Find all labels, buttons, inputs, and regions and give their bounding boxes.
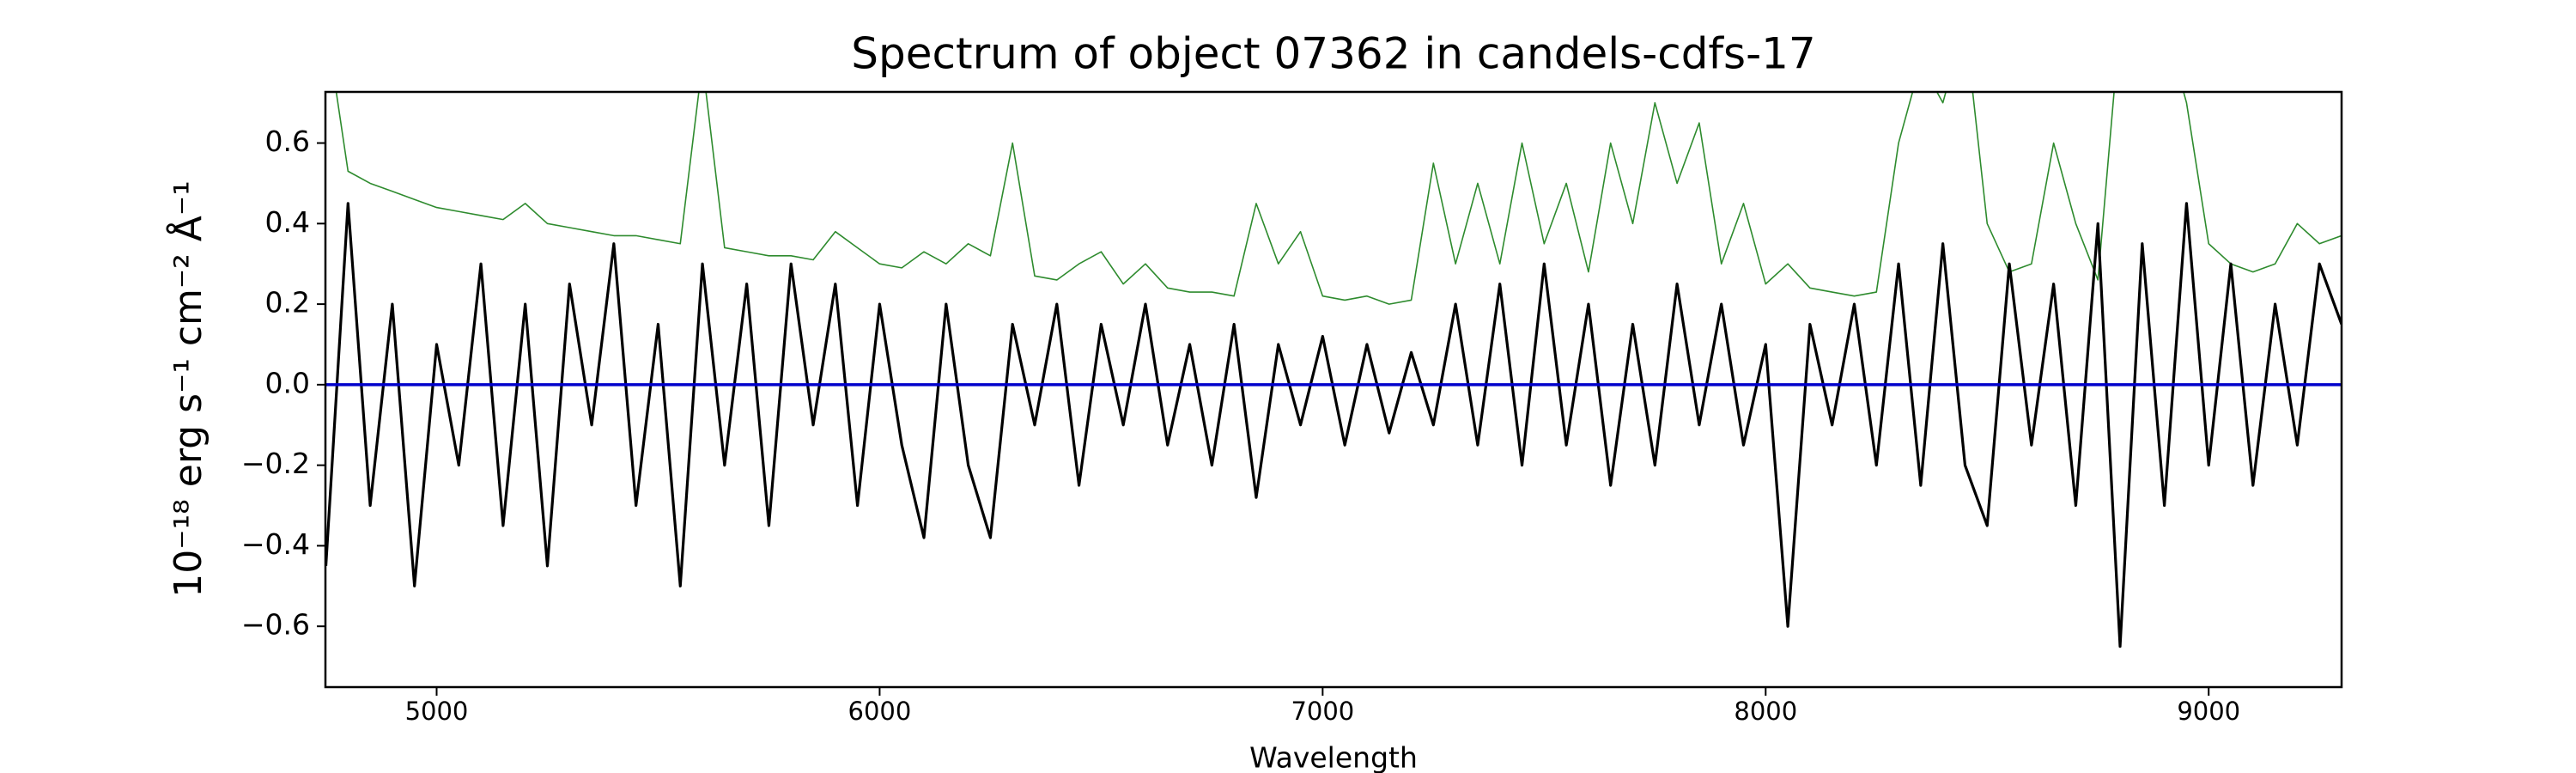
y-tick-label: 0.6	[265, 125, 310, 158]
chart-title: Spectrum of object 07362 in candels-cdfs…	[851, 29, 1816, 79]
x-tick-label: 7000	[1291, 697, 1354, 726]
x-tick-label: 6000	[848, 697, 912, 726]
y-tick-label: 0.0	[265, 366, 310, 399]
y-axis-label: 10⁻¹⁸ erg s⁻¹ cm⁻² Å⁻¹	[165, 180, 210, 597]
y-tick-label: −0.4	[241, 527, 310, 561]
x-tick-label: 8000	[1734, 697, 1797, 726]
y-tick-label: −0.6	[241, 608, 310, 642]
y-tick-label: −0.2	[241, 447, 310, 480]
x-axis-label: Wavelength	[1249, 741, 1418, 773]
x-tick-label: 5000	[405, 697, 469, 726]
axes-frame	[324, 90, 2343, 689]
y-tick-label: 0.2	[265, 286, 310, 320]
x-tick-label: 9000	[2177, 697, 2240, 726]
spectrum-line	[325, 202, 2342, 648]
plot-area	[325, 92, 2342, 648]
spectrum-line	[335, 92, 2342, 305]
y-tick-label: 0.4	[265, 205, 310, 239]
